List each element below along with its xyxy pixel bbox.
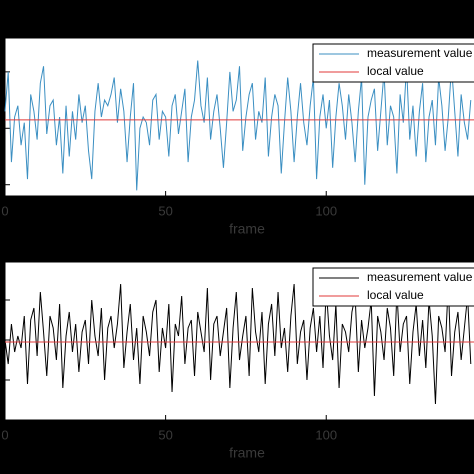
legend-label: measurement value	[367, 270, 473, 284]
x-tick-label: 0	[1, 203, 8, 218]
legend-label: measurement value	[367, 46, 473, 60]
legend-box	[312, 267, 474, 307]
legend-label: local value	[367, 288, 424, 302]
legend-box	[312, 43, 474, 83]
legend-label: local value	[367, 64, 424, 78]
x-axis-label: frame	[229, 445, 265, 461]
x-tick-label: 0	[1, 427, 8, 442]
x-axis-label: frame	[229, 221, 265, 237]
x-tick-label: 100	[315, 427, 337, 442]
x-tick-label: 50	[158, 203, 172, 218]
x-tick-label: 100	[315, 203, 337, 218]
x-tick-label: 50	[158, 427, 172, 442]
series-line	[4, 283, 472, 405]
